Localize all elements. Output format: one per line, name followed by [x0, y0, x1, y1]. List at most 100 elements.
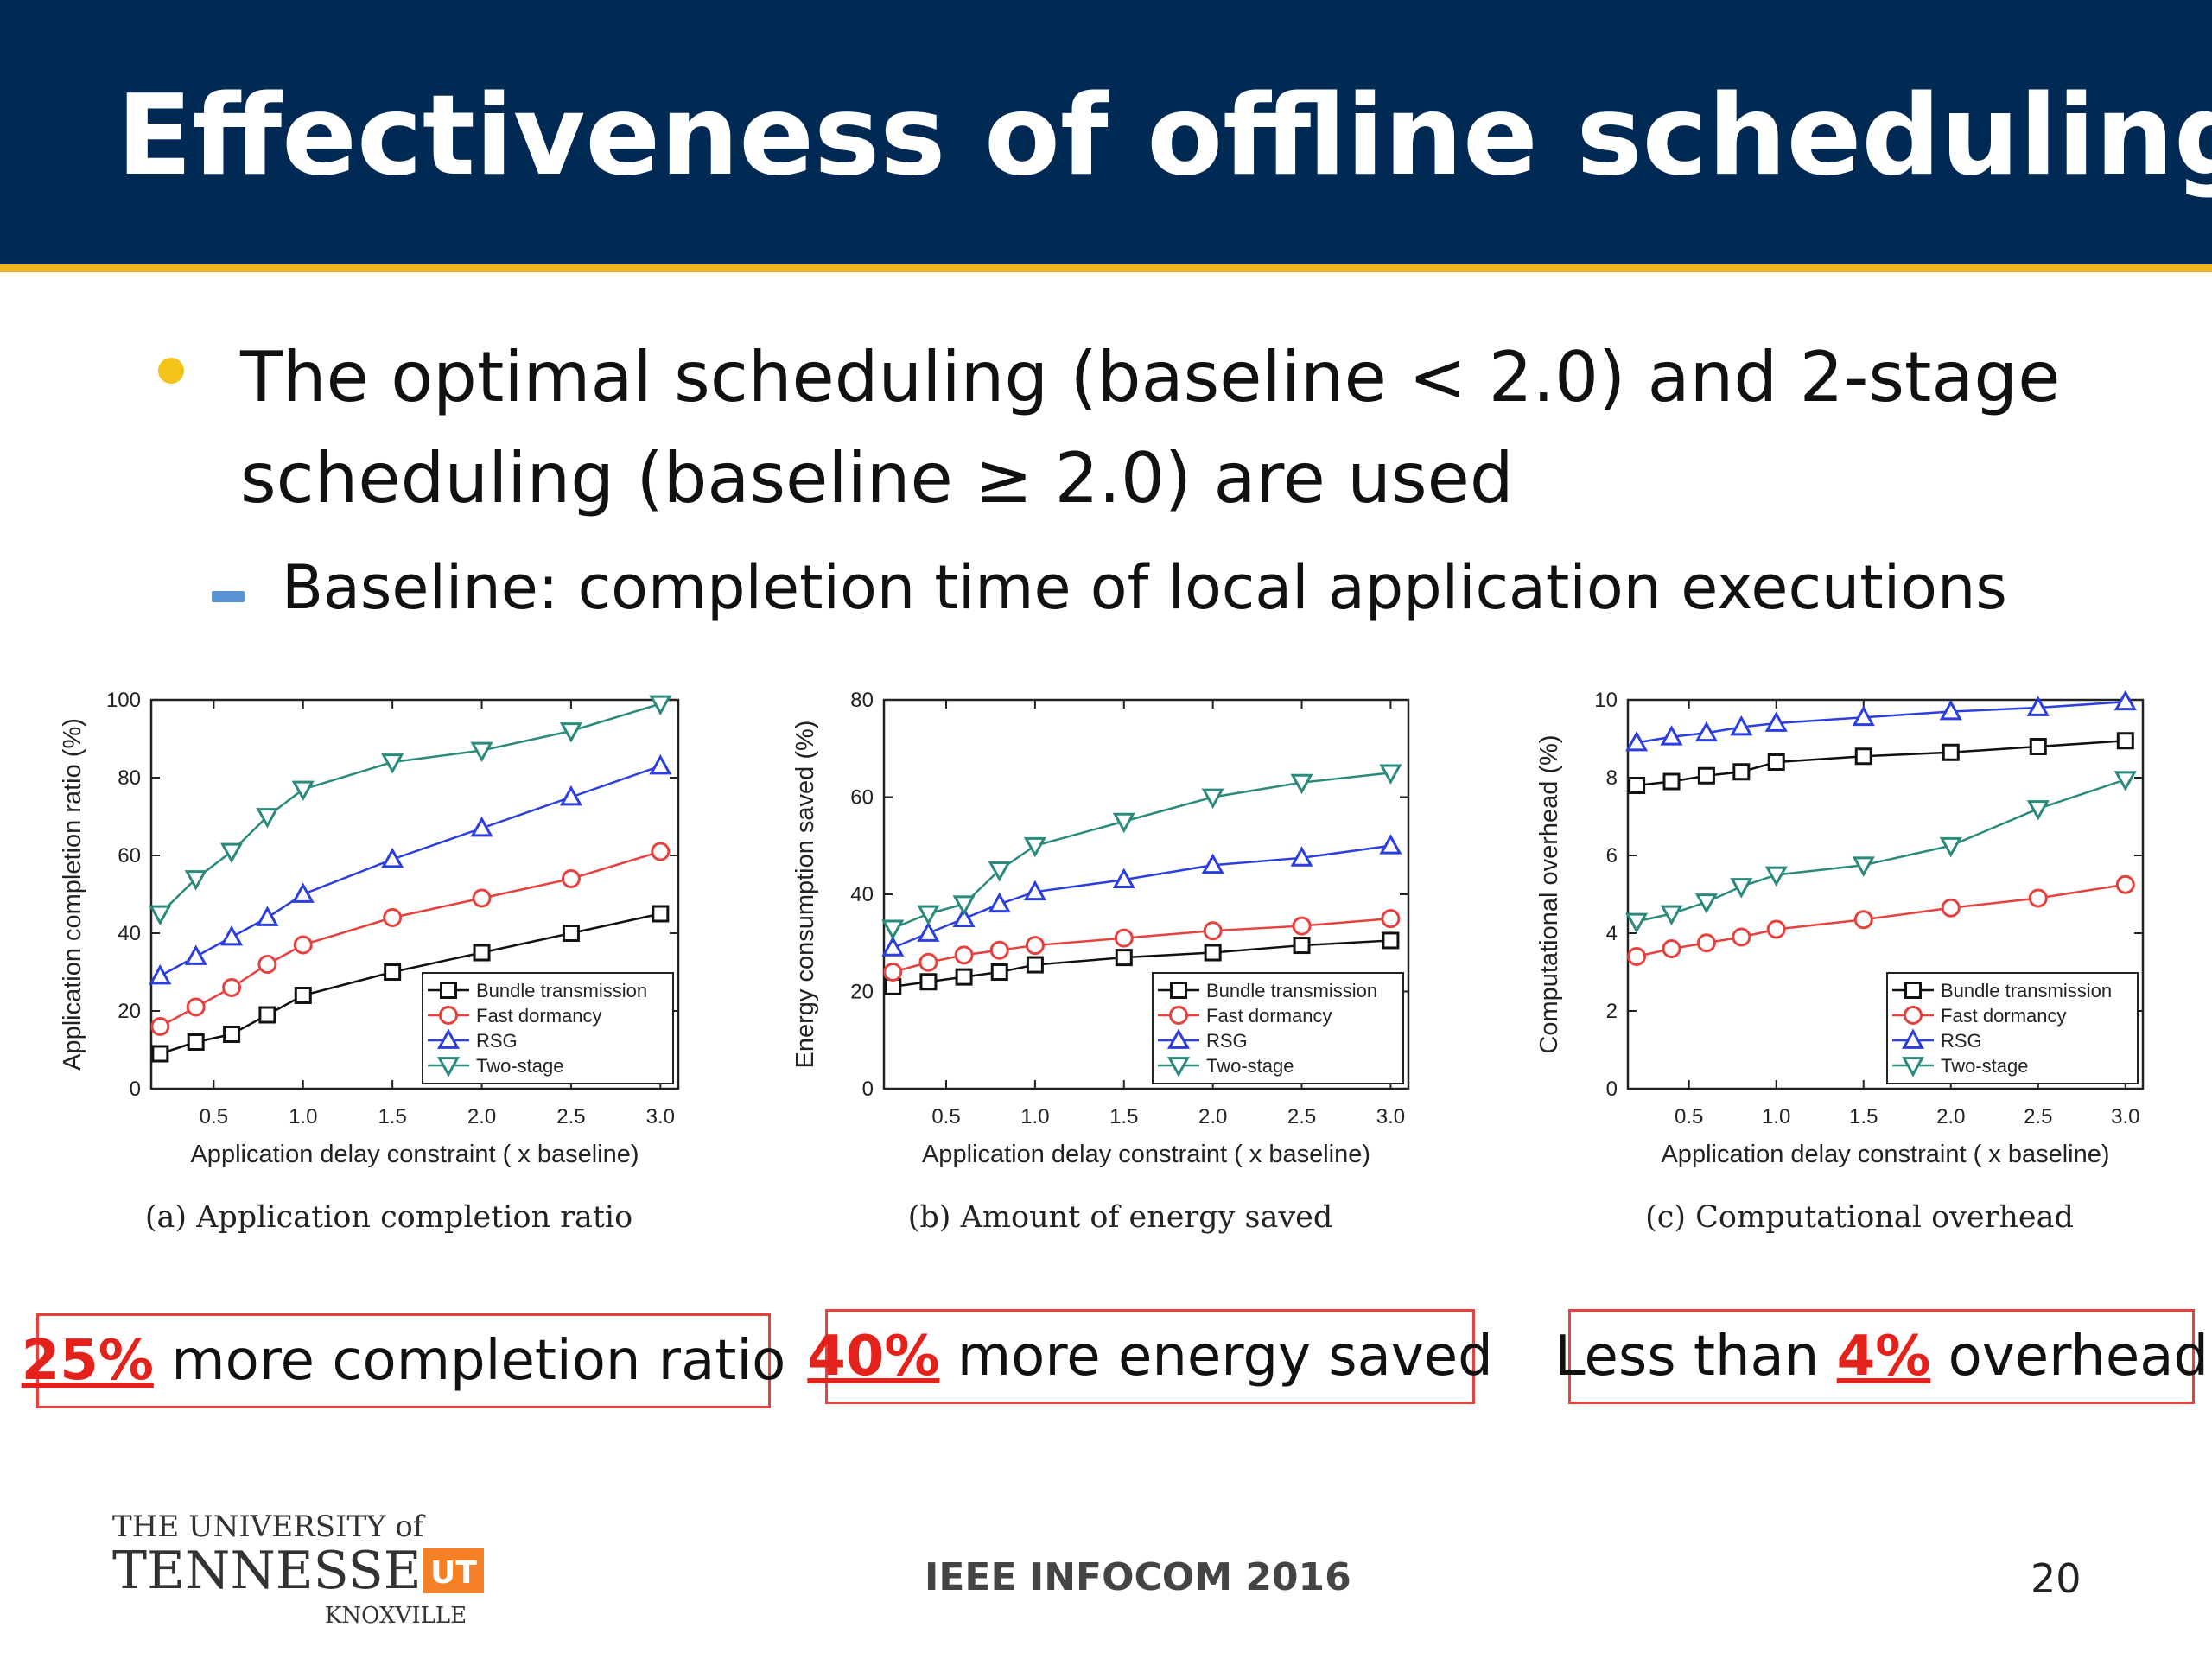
- x-tick-label: 2.5: [1287, 1105, 1316, 1128]
- logo-mark: UT: [430, 1555, 477, 1591]
- data-point: [561, 869, 581, 888]
- annotation-highlight: 4%: [1836, 1325, 1931, 1389]
- data-point: [1382, 931, 1400, 950]
- data-point: [1290, 773, 1313, 795]
- data-point: [149, 905, 172, 926]
- annotation-text: overhead: [1930, 1325, 2209, 1389]
- series-line: [159, 702, 661, 915]
- data-point: [559, 785, 582, 806]
- logo-mark-icon: [423, 1548, 484, 1593]
- chart-c: 0.5 1.0 1.5 2.0 2.5 3.0 0 2 4 6 8 10 Application del…: [1535, 689, 2145, 1235]
- y-tick-label: 20: [118, 1000, 141, 1023]
- page-number: 20: [2031, 1555, 2082, 1602]
- chart-caption: (a) Application completion ratio: [145, 1200, 632, 1235]
- data-point: [1292, 916, 1312, 936]
- data-point: [559, 722, 582, 743]
- data-point: [294, 987, 312, 1004]
- data-point: [917, 905, 940, 926]
- data-point: [1854, 747, 1872, 766]
- data-point: [256, 808, 279, 829]
- x-tick-label: 0.5: [931, 1105, 960, 1128]
- chart-a: 0.5 1.0 1.5 2.0 2.5 3.0 0 20 40 60 80 100 Applicatio…: [59, 689, 680, 1235]
- x-tick-label: 1.5: [1109, 1105, 1138, 1128]
- annotation-completion-ratio: 25% more completion ratio: [22, 1313, 785, 1408]
- data-point: [184, 870, 207, 891]
- chart-caption: (c) Computational overhead: [1645, 1200, 2074, 1235]
- data-point: [1026, 956, 1044, 974]
- x-tick-label: 2.5: [2024, 1105, 2052, 1128]
- data-point: [1023, 880, 1046, 901]
- data-point: [918, 952, 938, 972]
- y-tick-label: 80: [118, 766, 141, 790]
- data-point: [1697, 766, 1715, 785]
- data-point: [1204, 944, 1222, 962]
- x-axis-label: Application delay constraint ( x baselin…: [190, 1141, 639, 1168]
- y-tick-label: 80: [850, 689, 874, 712]
- data-point: [381, 847, 404, 868]
- legend-label: RSG: [476, 1030, 518, 1052]
- legend-label: Fast dormancy: [476, 1005, 602, 1027]
- y-tick-label: 4: [1606, 922, 1618, 945]
- data-point: [955, 968, 973, 986]
- data-point: [383, 908, 403, 927]
- data-point: [293, 935, 313, 955]
- data-point: [257, 955, 277, 974]
- data-point: [649, 695, 672, 716]
- legend-label: Fast dormancy: [1206, 1005, 1332, 1027]
- data-point: [883, 963, 903, 982]
- annotation-highlight: 25%: [21, 1329, 154, 1393]
- x-tick-label: 1.0: [1762, 1105, 1790, 1128]
- data-point: [220, 925, 244, 946]
- main-bullet: The optimal scheduling (baseline < 2.0) …: [240, 337, 2061, 518]
- data-point: [1853, 910, 1873, 930]
- x-axis-label: Application delay constraint ( x baselin…: [1661, 1141, 2109, 1168]
- data-point: [1625, 730, 1649, 752]
- data-point: [150, 1017, 170, 1036]
- data-point: [989, 940, 1009, 960]
- data-point: [472, 888, 492, 908]
- data-point: [384, 963, 402, 981]
- data-point: [256, 906, 279, 926]
- plot-frame: [1626, 698, 2145, 1090]
- data-point: [1941, 898, 1961, 918]
- data-point: [291, 882, 315, 903]
- data-point: [186, 997, 206, 1017]
- chart-caption: (b) Amount of energy saved: [908, 1200, 1333, 1235]
- y-axis-label: Energy consumption saved (%): [791, 721, 819, 1069]
- y-axis-label: Application completion ratio (%): [59, 718, 86, 1071]
- x-tick-label: 2.5: [556, 1105, 585, 1128]
- data-point: [1767, 753, 1785, 771]
- legend-label: Fast dormancy: [1941, 1005, 2067, 1027]
- data-point: [1201, 853, 1224, 874]
- legend-label: RSG: [1941, 1030, 1982, 1052]
- x-tick-label: 2.0: [467, 1105, 496, 1128]
- data-point: [1852, 856, 1875, 877]
- annotation-highlight: 40%: [807, 1325, 940, 1389]
- annotation-text: more energy saved: [939, 1325, 1493, 1389]
- data-point: [1290, 846, 1313, 867]
- legend-marker: [436, 1057, 461, 1077]
- data-point: [1730, 715, 1753, 736]
- data-point: [2116, 732, 2134, 750]
- data-point: [1939, 699, 1962, 721]
- legend-marker: [439, 1006, 458, 1025]
- legend-marker: [1901, 1057, 1925, 1077]
- legend-label: RSG: [1206, 1030, 1248, 1052]
- footer-conference: IEEE INFOCOM 2016: [925, 1555, 1351, 1599]
- y-tick-label: 100: [106, 689, 141, 712]
- annotation-text: more completion ratio: [153, 1329, 786, 1393]
- legend-label: Two-stage: [476, 1055, 564, 1077]
- data-point: [1203, 921, 1223, 941]
- data-point: [1732, 763, 1751, 781]
- legend-marker: [1904, 982, 1922, 999]
- data-point: [1694, 893, 1718, 914]
- title-bar: Effectiveness of offline scheduling: [0, 0, 2212, 272]
- data-point: [470, 816, 493, 837]
- data-point: [1112, 868, 1135, 889]
- data-point: [1942, 743, 1960, 761]
- university-logo: THE UNIVERSITY of TENNESSEE UT KNOXVILLE: [112, 1510, 484, 1629]
- data-point: [2113, 690, 2137, 711]
- data-point: [1379, 834, 1402, 855]
- y-tick-label: 60: [850, 786, 874, 810]
- data-point: [2113, 771, 2137, 791]
